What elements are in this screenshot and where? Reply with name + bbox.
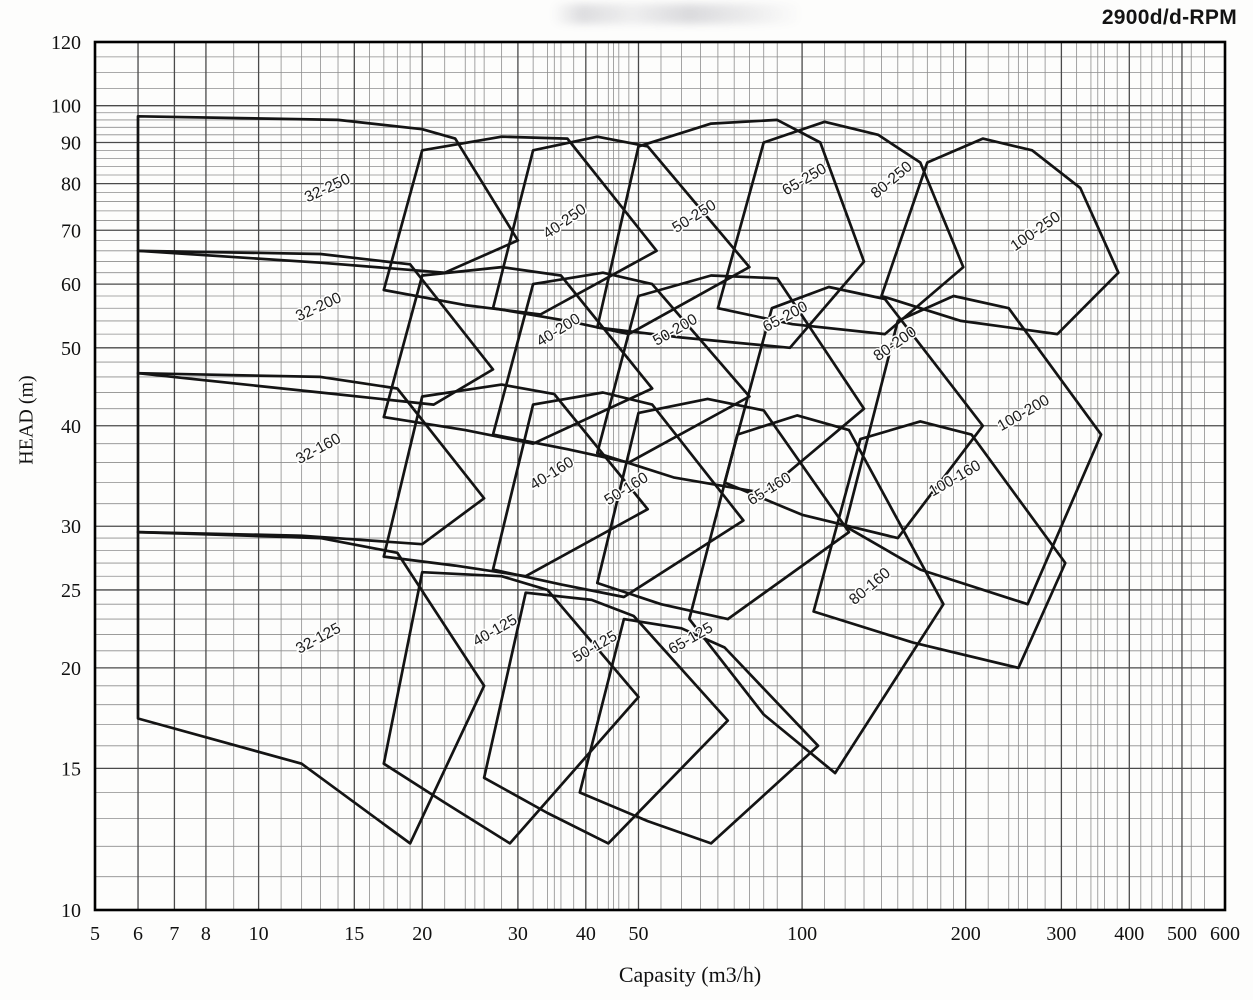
y-tick-label: 10	[61, 900, 81, 922]
y-tick-label: 80	[61, 174, 81, 196]
y-tick-label: 15	[61, 758, 81, 780]
envelope-80-160	[687, 414, 945, 775]
envelope-80-250	[716, 120, 965, 336]
pump-model-label-32-250: 32-250	[302, 170, 353, 206]
pump-model-label-32-125: 32-125	[293, 620, 344, 658]
envelope-65-250	[595, 118, 866, 350]
pump-model-label-40-160: 40-160	[527, 453, 577, 493]
envelope-65-200	[595, 274, 866, 495]
envelope-50-160	[491, 391, 745, 599]
x-tick-label: 6	[133, 923, 143, 945]
x-tick-label: 100	[787, 923, 817, 945]
envelope-50-200	[491, 271, 751, 464]
envelope-32-125	[136, 530, 486, 845]
envelope-100-250	[880, 137, 1120, 336]
envelope-40-250	[382, 135, 658, 316]
envelope-40-160	[382, 383, 650, 578]
envelope-32-250	[136, 114, 520, 275]
x-tick-label: 30	[508, 923, 528, 945]
pump-model-label-65-160: 65-160	[745, 469, 795, 509]
pump-model-label-80-160: 80-160	[846, 564, 894, 608]
y-tick-label: 20	[61, 658, 81, 680]
pump-model-label-65-250: 65-250	[779, 160, 830, 199]
x-tick-label: 400	[1114, 923, 1144, 945]
y-tick-label: 40	[61, 416, 81, 438]
y-tick-label: 30	[61, 516, 81, 538]
x-tick-label: 15	[344, 923, 364, 945]
x-tick-label: 8	[201, 923, 211, 945]
pump-model-label-32-200: 32-200	[293, 289, 344, 325]
envelope-40-125	[382, 570, 640, 845]
pump-model-label-80-250: 80-250	[868, 158, 916, 202]
x-tick-label: 7	[169, 923, 179, 945]
x-tick-label: 600	[1210, 923, 1240, 945]
envelope-50-250	[491, 135, 751, 336]
x-axis-label: Capasity (m3/h)	[618, 962, 762, 987]
y-tick-label: 100	[51, 96, 81, 118]
pump-model-label-65-125: 65-125	[666, 619, 716, 658]
x-tick-label: 50	[628, 923, 648, 945]
envelope-100-160	[812, 420, 1067, 670]
envelope-32-200	[136, 249, 495, 406]
envelope-65-160	[595, 397, 851, 621]
envelope-40-200	[382, 265, 654, 446]
y-tick-label: 25	[61, 580, 81, 602]
y-tick-label: 90	[61, 132, 81, 154]
y-tick-label: 60	[61, 274, 81, 296]
envelope-65-125	[578, 617, 820, 845]
faint-scan-artifact	[552, 4, 802, 24]
envelope-50-125	[482, 591, 730, 845]
plot-border	[93, 40, 1227, 912]
x-tick-label: 10	[249, 923, 269, 945]
y-tick-label: 120	[51, 32, 81, 54]
y-tick-label: 50	[61, 338, 81, 360]
chart-title: 2900d/d-RPM	[1101, 6, 1237, 29]
x-tick-label: 500	[1167, 923, 1197, 945]
x-tick-label: 20	[412, 923, 432, 945]
x-tick-label: 300	[1046, 923, 1076, 945]
pump-model-label-100-200: 100-200	[995, 391, 1053, 434]
x-tick-label: 40	[576, 923, 596, 945]
x-tick-label: 200	[951, 923, 981, 945]
y-tick-label: 70	[61, 220, 81, 242]
envelope-32-160	[136, 371, 486, 546]
pump-model-label-100-250: 100-250	[1008, 208, 1065, 255]
x-tick-label: 5	[90, 923, 100, 945]
envelope-80-200	[723, 285, 985, 540]
